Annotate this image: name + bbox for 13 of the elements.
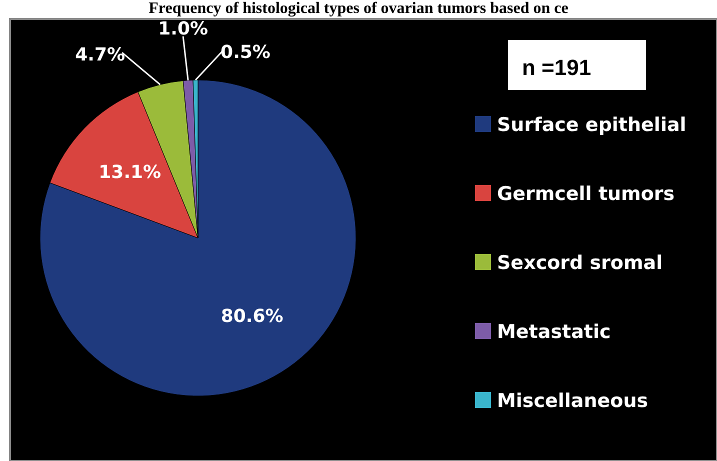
data-label: 1.0% bbox=[158, 18, 208, 40]
legend-label: Miscellaneous bbox=[497, 390, 648, 412]
legend-label: Germcell tumors bbox=[497, 183, 675, 205]
data-label: 4.7% bbox=[75, 44, 126, 66]
legend-label: Sexcord sromal bbox=[497, 252, 663, 274]
legend-label: Metastatic bbox=[497, 321, 611, 343]
data-label: 80.6% bbox=[220, 306, 284, 327]
data-label: 13.1% bbox=[98, 162, 162, 184]
chart-title: Frequency of histological types of ovarian tumors based on ce bbox=[148, 0, 568, 17]
data-label: 0.5% bbox=[220, 42, 270, 64]
text: n =191 bbox=[522, 55, 592, 80]
pie-slice bbox=[40, 80, 356, 396]
legend-label: Surface epithelial bbox=[497, 114, 686, 136]
